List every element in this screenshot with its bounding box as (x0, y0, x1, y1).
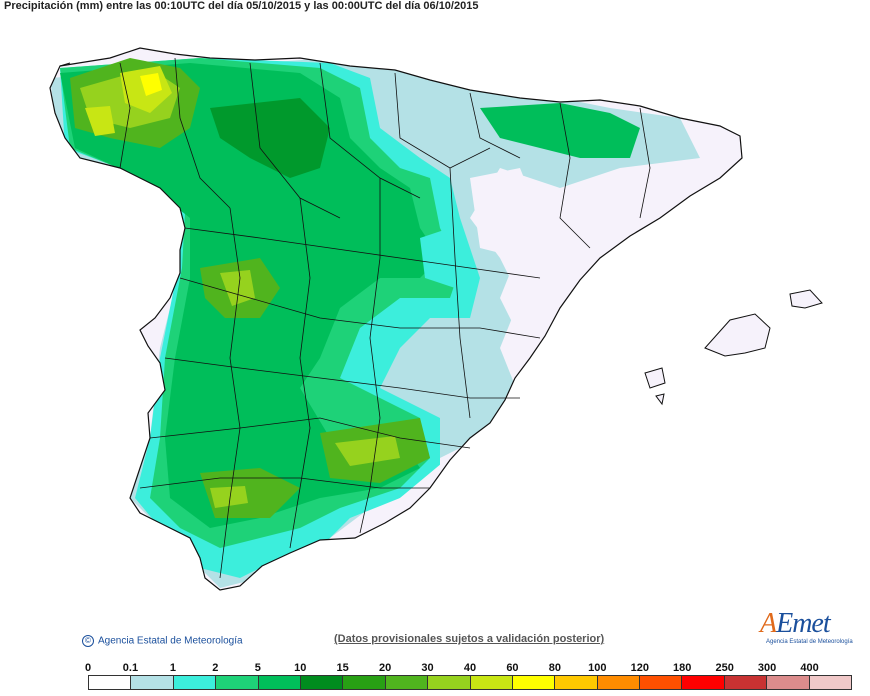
legend-swatch (767, 676, 810, 689)
formentera-island (655, 393, 665, 406)
legend-color-scale (88, 675, 852, 690)
copyright-icon: © (82, 635, 94, 647)
copyright-notice: © Agencia Estatal de Meteorología (82, 635, 243, 647)
legend-tick-label: 10 (294, 662, 307, 674)
copyright-text: Agencia Estatal de Meteorología (98, 635, 243, 647)
legend-swatch (300, 676, 344, 689)
legend-tick-label: 300 (757, 662, 777, 674)
provisional-data-disclaimer: (Datos provisionales sujetos a validació… (334, 633, 605, 645)
precipitation-map (49, 47, 823, 591)
legend-tick-label: 0.1 (122, 662, 139, 674)
precipitation-field (50, 48, 742, 590)
legend-tick-label: 15 (336, 662, 349, 674)
legend-tick-label: 180 (673, 662, 692, 674)
legend-swatch (89, 676, 132, 689)
legend-swatch (216, 676, 259, 689)
legend-swatch (343, 676, 386, 689)
legend-swatch (385, 676, 429, 689)
legend-tick-label: 250 (715, 662, 734, 674)
legend-swatch (640, 676, 683, 689)
portugal-border (59, 62, 71, 67)
legend-tick-label: 80 (548, 662, 561, 674)
legend-swatch (809, 676, 852, 689)
legend-tick-label: 2 (212, 662, 219, 674)
legend-tick-label: 60 (506, 662, 519, 674)
legend-swatch (131, 676, 174, 689)
ibiza-island (644, 367, 666, 389)
aemet-wordmark: AEmet (760, 608, 831, 639)
map-title: Precipitación (mm) entre las 00:10UTC de… (4, 0, 479, 12)
legend-swatch (682, 676, 725, 689)
legend-tick-label: 5 (254, 662, 261, 674)
legend-tick-label: 40 (463, 662, 477, 674)
legend-tick-label: 400 (800, 662, 819, 674)
legend-swatch (173, 676, 217, 689)
legend-swatch (258, 676, 301, 689)
legend-tick-label: 1 (169, 662, 176, 674)
legend-tick-label: 120 (630, 662, 649, 674)
menorca-island (789, 289, 823, 309)
aemet-tagline: Agencia Estatal de Meteorología (766, 639, 853, 645)
province-borders (119, 57, 651, 579)
legend-tick-label: 100 (588, 662, 607, 674)
legend-swatch (470, 676, 513, 689)
aemet-logo: AEmet Agencia Estatal de Meteorología (760, 608, 853, 650)
mallorca-island (704, 313, 771, 357)
coastline (49, 47, 743, 591)
legend-swatch (555, 676, 598, 689)
legend-swatch (428, 676, 471, 689)
legend-tick-label: 0 (84, 662, 92, 674)
legend-swatch (724, 676, 768, 689)
legend-swatch (597, 676, 641, 689)
legend-tick-label: 20 (378, 662, 392, 674)
legend-swatch (512, 676, 556, 689)
legend-tick-label: 30 (421, 662, 434, 674)
